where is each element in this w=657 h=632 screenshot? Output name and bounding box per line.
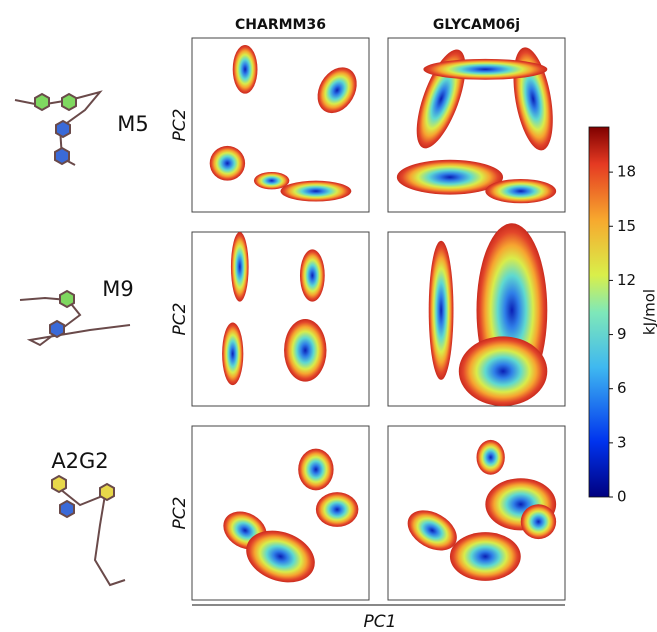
energy-basin xyxy=(300,249,325,301)
ring xyxy=(56,121,70,137)
molecule-label: M9 xyxy=(102,277,133,301)
energy-basin xyxy=(231,232,249,302)
panel xyxy=(192,232,369,406)
ring xyxy=(100,484,114,500)
ring xyxy=(60,501,74,517)
ring xyxy=(60,291,74,307)
energy-basin xyxy=(222,322,243,385)
ring xyxy=(50,321,64,337)
molecule-m9 xyxy=(20,298,130,345)
energy-basin xyxy=(429,241,454,380)
colorbar-tick-label: 9 xyxy=(617,325,627,343)
column-title: CHARMM36 xyxy=(235,17,326,33)
molecules xyxy=(15,92,130,585)
energy-basin xyxy=(485,179,556,203)
molecule-label: A2G2 xyxy=(51,449,108,473)
colorbar-tick-label: 6 xyxy=(617,379,627,397)
ring xyxy=(52,476,66,492)
colorbar-tick-label: 18 xyxy=(617,163,636,181)
energy-basin xyxy=(521,504,556,539)
y-axis-label: PC2 xyxy=(170,109,190,142)
energy-basin xyxy=(459,336,548,406)
molecule-a2g2 xyxy=(55,485,125,585)
colorbar-tick-label: 3 xyxy=(617,433,627,451)
energy-basin xyxy=(316,492,358,527)
energy-basin xyxy=(450,532,521,581)
energy-basin xyxy=(477,440,505,475)
column-title: GLYCAM06j xyxy=(433,17,520,33)
energy-basin xyxy=(284,319,326,382)
colorbar-tick-label: 15 xyxy=(617,217,636,235)
energy-basin xyxy=(298,449,333,491)
colorbar-tick-label: 12 xyxy=(617,271,636,289)
x-axis-label: PC1 xyxy=(364,612,397,632)
figure: PC1 kJ/mol CHARMM36 GLYCAM06j M5 PC2 M9 PC2 A2… xyxy=(0,0,657,632)
y-axis-label: PC2 xyxy=(170,303,190,336)
colorbar-tick-label: 0 xyxy=(617,488,627,506)
ring xyxy=(62,94,76,110)
y-axis-label: PC2 xyxy=(170,497,190,530)
energy-basin xyxy=(281,181,352,202)
molecule-label: M5 xyxy=(117,112,148,136)
energy-basin xyxy=(210,146,245,181)
ring xyxy=(55,148,69,164)
energy-basin xyxy=(254,172,289,189)
energy-basin xyxy=(423,59,547,80)
ring xyxy=(35,94,49,110)
colorbar xyxy=(589,127,609,497)
colorbar-label: kJ/mol xyxy=(641,289,657,335)
energy-basin xyxy=(233,45,258,94)
